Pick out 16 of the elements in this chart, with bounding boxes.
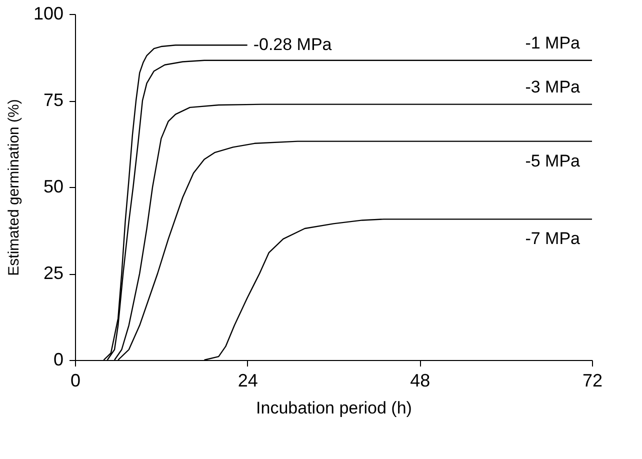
y-tick-label: 25 [43,263,64,283]
x-axis-title: Incubation period (h) [256,398,412,418]
x-tick-label: 0 [70,370,81,390]
y-tick-label: 75 [43,90,64,110]
y-tick-label: 100 [33,4,64,24]
y-tick-label: 50 [43,176,64,196]
x-tick-label: 24 [238,370,258,390]
series-label: -3 MPa [525,77,581,96]
x-tick-label: 72 [582,370,603,390]
series-label: -1 MPa [525,33,581,52]
x-tick-label: 48 [410,370,430,390]
series-label: -5 MPa [525,151,581,170]
series-label: -7 MPa [525,229,581,248]
series-label: -0.28 MPa [253,35,332,54]
y-tick-label: 0 [53,350,64,370]
y-axis-title: Estimated germination (%) [5,99,22,276]
